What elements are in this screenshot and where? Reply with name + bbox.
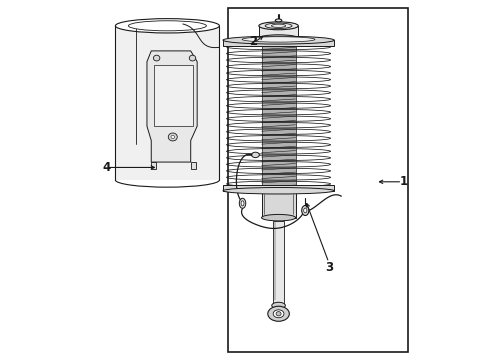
Polygon shape xyxy=(273,221,284,304)
Polygon shape xyxy=(258,26,298,39)
Polygon shape xyxy=(190,162,196,169)
Polygon shape xyxy=(154,65,192,126)
Polygon shape xyxy=(223,185,333,191)
Polygon shape xyxy=(223,40,333,45)
Ellipse shape xyxy=(275,19,281,22)
Ellipse shape xyxy=(171,135,174,139)
Ellipse shape xyxy=(153,55,160,61)
Ellipse shape xyxy=(128,21,206,31)
Ellipse shape xyxy=(258,22,298,30)
Ellipse shape xyxy=(301,206,308,216)
Ellipse shape xyxy=(273,310,284,318)
Polygon shape xyxy=(261,44,295,187)
Ellipse shape xyxy=(239,198,245,208)
Bar xyxy=(228,8,407,352)
Ellipse shape xyxy=(223,36,333,44)
Polygon shape xyxy=(147,51,197,162)
Ellipse shape xyxy=(258,35,298,42)
Ellipse shape xyxy=(267,306,289,321)
Ellipse shape xyxy=(276,312,281,316)
Polygon shape xyxy=(115,26,219,180)
Polygon shape xyxy=(151,162,155,169)
Ellipse shape xyxy=(303,208,306,213)
Ellipse shape xyxy=(261,215,295,221)
Ellipse shape xyxy=(115,19,219,33)
Text: 2: 2 xyxy=(249,35,257,49)
Text: 1: 1 xyxy=(399,175,407,188)
Ellipse shape xyxy=(168,133,177,141)
Text: 3: 3 xyxy=(324,261,332,274)
Ellipse shape xyxy=(271,302,285,309)
Text: 4: 4 xyxy=(102,161,110,174)
Ellipse shape xyxy=(241,201,244,206)
Polygon shape xyxy=(261,191,295,218)
Ellipse shape xyxy=(223,188,333,194)
Ellipse shape xyxy=(251,152,259,158)
Ellipse shape xyxy=(189,55,195,61)
Ellipse shape xyxy=(242,37,314,42)
